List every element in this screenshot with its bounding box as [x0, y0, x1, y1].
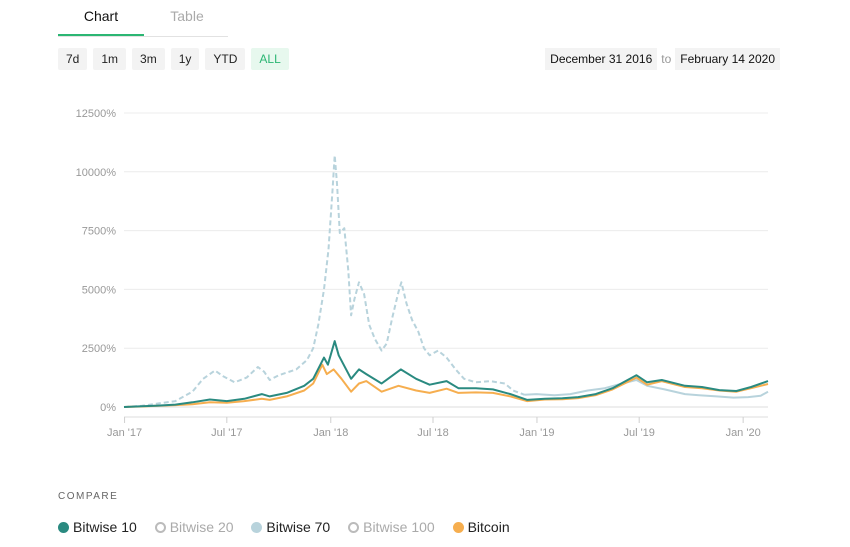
date-to-label: to — [661, 52, 672, 66]
date-from-input[interactable]: December 31 2016 — [545, 48, 658, 70]
range-1y-button[interactable]: 1y — [170, 48, 200, 70]
x-tick-label: Jan '17 — [107, 427, 142, 439]
legend-dot — [452, 522, 464, 533]
legend-item-bitwise-10[interactable]: Bitwise 10 — [58, 519, 137, 535]
x-tick-label: Jan '20 — [726, 427, 761, 439]
legend-dot — [154, 522, 166, 533]
performance-chart: 0% 2500% 5000% 7500% 10000% 12500% Jan '17 Jul … — [76, 108, 769, 439]
legend-dot — [58, 522, 69, 533]
range-1m-button[interactable]: 1m — [93, 48, 127, 70]
date-range: December 31 2016 to February 14 2020 — [545, 48, 780, 70]
series-line-bitwise-70-dashed — [123, 154, 525, 408]
range-3m-button[interactable]: 3m — [132, 48, 165, 70]
x-tick-label: Jul '17 — [211, 427, 242, 439]
legend-dot — [251, 522, 263, 533]
series-line-bitcoin — [123, 363, 769, 408]
y-tick-label: 2500% — [82, 343, 116, 355]
compare-legend: Bitwise 10 Bitwise 20 Bitwise 70 Bitwise… — [58, 519, 524, 535]
series-line-bitwise-70 — [524, 379, 769, 399]
legend-dot — [348, 522, 360, 533]
view-tabs: Chart Table — [58, 0, 228, 37]
x-tick-label: Jul '19 — [623, 427, 654, 439]
series-line-bitwise-10 — [123, 340, 769, 408]
range-all-button[interactable]: ALL — [251, 48, 289, 70]
legend-item-bitwise-100[interactable]: Bitwise 100 — [348, 519, 435, 535]
x-tick-label: Jan '18 — [313, 427, 348, 439]
legend-label: Bitwise 100 — [363, 519, 435, 535]
legend-label: Bitcoin — [467, 519, 510, 535]
y-tick-label: 5000% — [82, 284, 116, 296]
tab-chart[interactable]: Chart — [58, 8, 144, 36]
x-tick-label: Jul '18 — [417, 427, 448, 439]
legend-label: Bitwise 20 — [169, 519, 234, 535]
tab-table[interactable]: Table — [170, 8, 204, 24]
y-tick-label: 0% — [100, 402, 116, 414]
legend-label: Bitwise 10 — [73, 519, 137, 535]
legend-item-bitwise-70[interactable]: Bitwise 70 — [251, 519, 330, 535]
range-ytd-button[interactable]: YTD — [205, 48, 246, 70]
x-tick-label: Jan '19 — [519, 427, 554, 439]
time-range-selector: 7d 1m 3m 1y YTD ALL — [58, 48, 295, 70]
legend-label: Bitwise 70 — [266, 519, 331, 535]
compare-title: COMPARE — [58, 491, 119, 502]
y-tick-label: 7500% — [82, 226, 116, 238]
y-tick-label: 10000% — [76, 167, 117, 179]
range-7d-button[interactable]: 7d — [58, 48, 88, 70]
date-to-input[interactable]: February 14 2020 — [675, 48, 780, 70]
legend-item-bitwise-20[interactable]: Bitwise 20 — [154, 519, 234, 535]
y-tick-label: 12500% — [76, 108, 117, 120]
legend-item-bitcoin[interactable]: Bitcoin — [452, 519, 510, 535]
